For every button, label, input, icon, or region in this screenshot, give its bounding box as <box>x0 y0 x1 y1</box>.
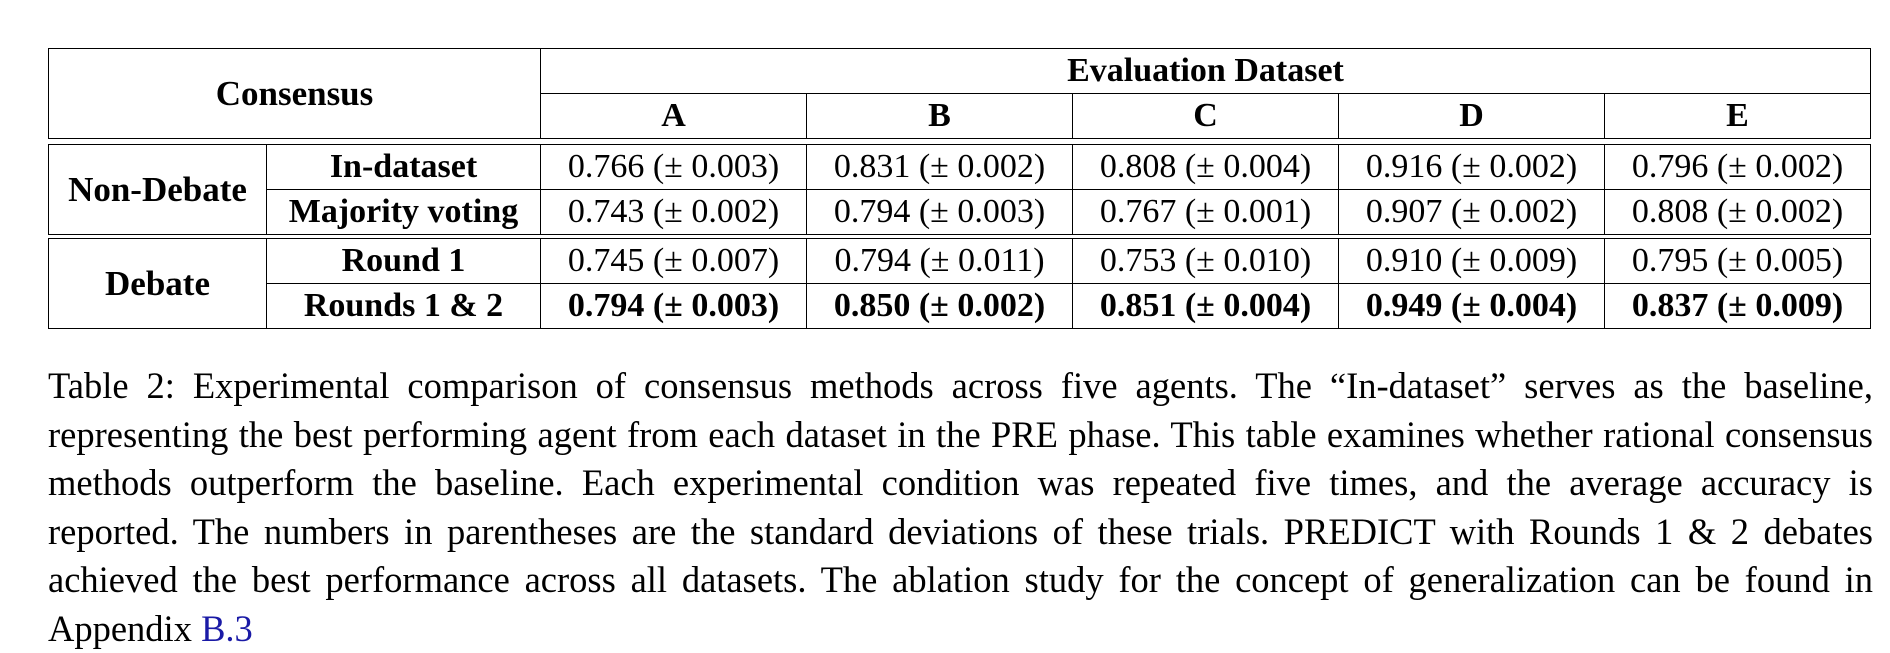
table-cell: 0.850 (± 0.002) <box>806 283 1073 329</box>
table-cell: 0.808 (± 0.002) <box>1604 189 1871 235</box>
table-header: Consensus Evaluation Dataset A B C D E <box>48 48 1871 139</box>
column-header-e: E <box>1604 93 1871 139</box>
caption-text: Table 2: Experimental comparison of cons… <box>48 365 1873 649</box>
table-row: Debate Round 1 0.745 (± 0.007) 0.794 (± … <box>48 238 1871 329</box>
table-cell: 0.910 (± 0.009) <box>1338 238 1605 284</box>
column-header-d: D <box>1338 93 1605 139</box>
group-label: Non-Debate <box>48 144 267 235</box>
table-cell: 0.745 (± 0.007) <box>540 238 807 284</box>
table-cell: 0.766 (± 0.003) <box>540 144 807 190</box>
table-cell: 0.831 (± 0.002) <box>806 144 1073 190</box>
table-cell: 0.753 (± 0.010) <box>1072 238 1339 284</box>
table-cell: 0.837 (± 0.009) <box>1604 283 1871 329</box>
group-label: Debate <box>48 238 267 329</box>
method-label: Round 1 <box>266 238 541 284</box>
table-cell: 0.743 (± 0.002) <box>540 189 807 235</box>
table-cell: 0.794 (± 0.003) <box>806 189 1073 235</box>
table-cell: 0.796 (± 0.002) <box>1604 144 1871 190</box>
table-cell: 0.916 (± 0.002) <box>1338 144 1605 190</box>
table-caption: Table 2: Experimental comparison of cons… <box>48 362 1873 653</box>
column-header-c: C <box>1072 93 1339 139</box>
debate-group: Debate Round 1 0.745 (± 0.007) 0.794 (± … <box>48 238 1871 329</box>
table-cell: 0.795 (± 0.005) <box>1604 238 1871 284</box>
table-cell: 0.808 (± 0.004) <box>1072 144 1339 190</box>
non-debate-group: Non-Debate In-dataset 0.766 (± 0.003) 0.… <box>48 144 1871 235</box>
table-cell: 0.851 (± 0.004) <box>1072 283 1339 329</box>
table-cell: 0.794 (± 0.011) <box>806 238 1073 284</box>
column-header-a: A <box>540 93 807 139</box>
table-cell: 0.767 (± 0.001) <box>1072 189 1339 235</box>
table-cell: 0.907 (± 0.002) <box>1338 189 1605 235</box>
table-cell: 0.794 (± 0.003) <box>540 283 807 329</box>
column-header-b: B <box>806 93 1073 139</box>
appendix-link[interactable]: B.3 <box>201 607 253 649</box>
table-row: Non-Debate In-dataset 0.766 (± 0.003) 0.… <box>48 144 1871 235</box>
consensus-header: Consensus <box>48 48 541 139</box>
method-label: Majority voting <box>266 189 541 235</box>
method-label: Rounds 1 & 2 <box>266 283 541 329</box>
table-cell: 0.949 (± 0.004) <box>1338 283 1605 329</box>
table-row-best: Rounds 1 & 2 0.794 (± 0.003) 0.850 (± 0.… <box>49 283 1871 329</box>
method-label: In-dataset <box>266 144 541 190</box>
evaluation-dataset-header: Evaluation Dataset <box>540 48 1871 94</box>
table-row: Majority voting 0.743 (± 0.002) 0.794 (±… <box>49 189 1871 235</box>
